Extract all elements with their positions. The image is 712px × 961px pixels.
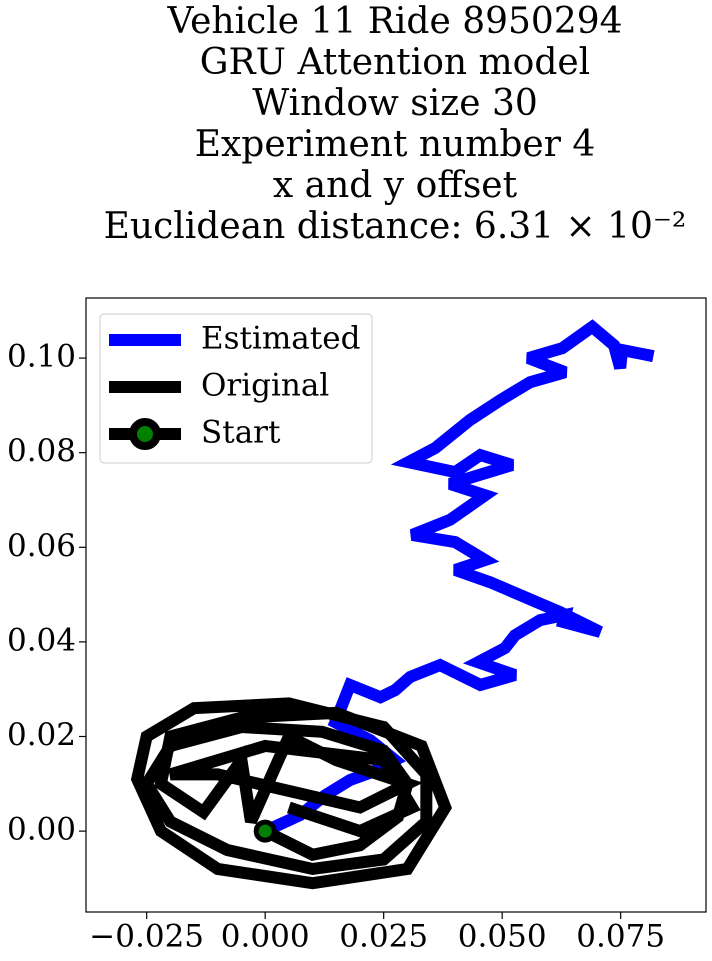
series-line bbox=[130, 697, 452, 890]
title-line: x and y offset bbox=[273, 165, 518, 206]
series-line bbox=[262, 319, 655, 837]
legend-label: Estimated bbox=[201, 321, 360, 357]
y-tick-label: 0.08 bbox=[7, 433, 76, 469]
y-tick-label: 0.00 bbox=[7, 812, 76, 848]
title-line: Window size 30 bbox=[252, 83, 538, 124]
legend-label: Original bbox=[201, 368, 329, 404]
y-tick-label: 0.04 bbox=[7, 622, 76, 658]
y-tick-label: 0.10 bbox=[7, 339, 76, 375]
y-tick-label: 0.06 bbox=[7, 528, 76, 564]
x-tick-label: 0.000 bbox=[221, 919, 310, 955]
legend-label: Start bbox=[201, 415, 281, 451]
title-line: Vehicle 11 Ride 8950294 bbox=[166, 1, 622, 42]
y-tick-label: 0.02 bbox=[7, 717, 76, 753]
legend-box bbox=[99, 313, 373, 464]
x-tick-label: 0.025 bbox=[339, 919, 428, 955]
title-line: Experiment number 4 bbox=[195, 124, 596, 165]
title-line: GRU Attention model bbox=[200, 42, 590, 83]
title-line: Euclidean distance: 6.31 × 10⁻² bbox=[104, 206, 687, 247]
plot bbox=[130, 319, 655, 890]
x-tick-label: 0.050 bbox=[458, 919, 547, 955]
start-marker bbox=[253, 819, 277, 843]
legend-marker bbox=[129, 418, 161, 450]
x-tick-label: −0.025 bbox=[89, 919, 204, 955]
x-tick-label: 0.075 bbox=[576, 919, 665, 955]
plot-frame bbox=[85, 297, 707, 913]
